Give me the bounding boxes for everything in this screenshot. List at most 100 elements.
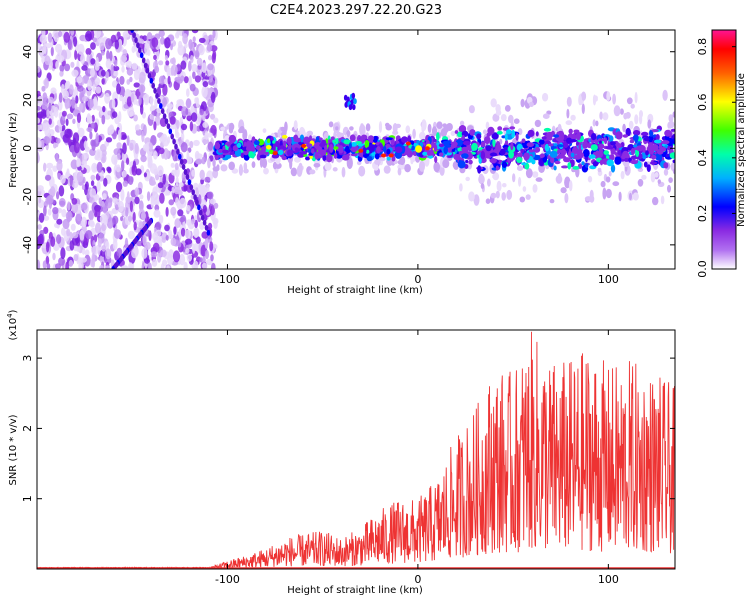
- spectral-cell: [462, 140, 471, 146]
- spectral-cell: [133, 82, 140, 88]
- spectral-cell: [180, 227, 186, 237]
- spectral-cell: [109, 50, 113, 62]
- spectral-cell: [613, 105, 621, 117]
- spectral-cell: [634, 114, 639, 125]
- spectral-cell: [599, 111, 603, 120]
- spectral-cell: [149, 180, 157, 186]
- streak-cell: [155, 92, 159, 99]
- spectral-cell: [55, 263, 61, 269]
- spectral-cell: [134, 196, 140, 205]
- streak-cell: [151, 82, 155, 89]
- spectral-cell: [90, 58, 96, 65]
- spectral-cell: [212, 30, 216, 39]
- spectral-cell: [324, 145, 328, 151]
- spectral-cell: [388, 153, 394, 158]
- spectral-cell: [229, 151, 235, 155]
- streak-cell: [206, 229, 211, 236]
- spectral-cell: [343, 139, 351, 145]
- spectral-cell: [662, 89, 668, 101]
- spectral-cell: [600, 180, 606, 188]
- spectral-cell: [98, 197, 103, 205]
- spectral-cell: [617, 143, 622, 149]
- spectral-cell: [112, 207, 117, 214]
- spectral-cell: [603, 150, 609, 156]
- spectral-cell: [401, 136, 408, 144]
- spectral-cell: [129, 142, 134, 151]
- spectral-cell: [154, 204, 160, 212]
- spectral-cell: [37, 105, 41, 112]
- spectral-cell: [184, 238, 193, 245]
- streak-cell: [157, 98, 161, 104]
- spectral-cell: [531, 159, 536, 165]
- spectral-cell: [549, 199, 555, 204]
- spectral-cell: [506, 189, 513, 200]
- spectral-cell: [226, 124, 230, 130]
- spectral-cell: [191, 169, 196, 177]
- spectral-cell: [60, 247, 66, 260]
- spectral-cell: [321, 139, 327, 146]
- spectral-cell: [290, 167, 298, 177]
- spectral-cell: [649, 161, 658, 165]
- spectral-cell: [272, 151, 278, 156]
- spectral-cell: [93, 96, 98, 107]
- streak-cell: [162, 113, 167, 120]
- spectral-cell: [385, 124, 392, 131]
- spectral-cell: [504, 105, 511, 112]
- spectral-cell: [178, 182, 184, 188]
- spectral-cell: [154, 97, 158, 110]
- spectral-cell: [653, 139, 662, 144]
- spectral-cell: [46, 194, 54, 205]
- spectral-cell: [95, 132, 99, 144]
- spectral-cell: [598, 143, 605, 149]
- spectral-cell: [58, 30, 63, 38]
- spectral-cell: [95, 222, 101, 234]
- spectral-cell: [446, 123, 453, 131]
- colorbar-tick-label: 0.8: [696, 38, 709, 56]
- spectral-cell: [520, 98, 525, 108]
- spectral-cell: [243, 168, 249, 174]
- spectral-cell: [585, 163, 589, 168]
- spectral-cell: [52, 252, 56, 261]
- spectral-cell: [175, 131, 180, 139]
- spectral-cell: [173, 226, 177, 235]
- spectral-cell: [180, 75, 185, 82]
- spectral-cell: [426, 152, 434, 156]
- spectral-cell: [57, 55, 65, 63]
- spectral-cell: [277, 149, 284, 156]
- spectral-cell: [606, 91, 611, 101]
- spectral-cell: [502, 183, 507, 188]
- spectral-cell: [70, 30, 75, 36]
- spectral-cell: [111, 98, 116, 110]
- spectral-cell: [641, 131, 649, 137]
- spectral-cell: [626, 97, 633, 105]
- spectral-cell: [632, 192, 639, 201]
- spectral-cell: [112, 65, 120, 72]
- spectral-cell: [492, 138, 496, 148]
- spectral-cell: [341, 154, 350, 161]
- spectral-cell: [53, 243, 60, 251]
- spectral-cell: [636, 145, 644, 152]
- spectral-cell: [47, 32, 53, 43]
- spectral-cell: [76, 171, 84, 183]
- spectral-cell: [155, 229, 162, 237]
- spectral-cell: [157, 252, 162, 263]
- spectral-cell: [271, 153, 280, 159]
- spectral-cell: [189, 83, 196, 92]
- spectral-cell: [643, 161, 648, 168]
- spectral-cell: [162, 138, 169, 147]
- spectral-cell: [528, 149, 535, 153]
- spectral-cell: [521, 162, 527, 166]
- spectral-cell: [116, 142, 122, 149]
- spectral-cell: [90, 174, 96, 181]
- spectral-cell: [645, 150, 649, 156]
- spectral-cell: [170, 65, 174, 76]
- spectral-cell: [142, 112, 146, 119]
- spectral-cell: [179, 216, 186, 223]
- spectral-cell: [355, 141, 362, 145]
- spectral-cell: [454, 130, 459, 134]
- spectral-cell: [85, 230, 93, 240]
- spectral-cell: [191, 64, 198, 72]
- spectral-cell: [169, 116, 176, 125]
- streak-cell: [189, 184, 194, 191]
- streak-cell: [185, 174, 190, 180]
